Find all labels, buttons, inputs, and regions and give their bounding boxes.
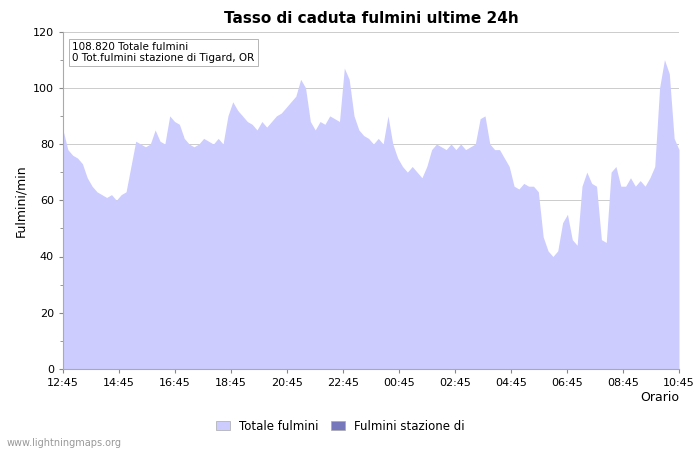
X-axis label: Orario: Orario <box>640 391 679 404</box>
Title: Tasso di caduta fulmini ultime 24h: Tasso di caduta fulmini ultime 24h <box>223 11 519 26</box>
Text: 108.820 Totale fulmini
0 Tot.fulmini stazione di Tigard, OR: 108.820 Totale fulmini 0 Tot.fulmini sta… <box>72 42 255 63</box>
Y-axis label: Fulmini/min: Fulmini/min <box>14 164 27 237</box>
Text: www.lightningmaps.org: www.lightningmaps.org <box>7 438 122 448</box>
Legend: Totale fulmini, Fulmini stazione di: Totale fulmini, Fulmini stazione di <box>211 415 470 437</box>
